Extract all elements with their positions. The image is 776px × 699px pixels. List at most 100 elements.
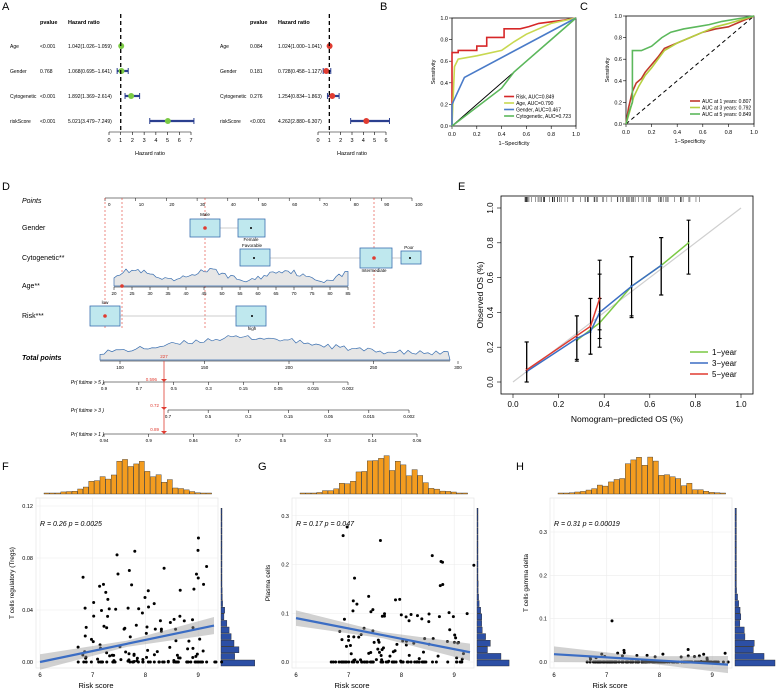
G-ytick-label: 0.2 [281, 563, 289, 569]
risk-point [103, 314, 107, 318]
roc_b-legend-label: Risk, AUC=0.849 [516, 95, 554, 101]
F-data-point [205, 565, 209, 569]
H-right-hist-bar [734, 560, 737, 568]
forest-xlabel: Hazard ratio [337, 151, 367, 157]
G-data-point [438, 584, 442, 588]
G-data-point [345, 525, 349, 529]
H-top-hist-bar [653, 460, 659, 495]
G-top-hist-bar [299, 492, 306, 495]
H-xtick-label: 7 [605, 673, 609, 679]
calibration-series-line [526, 298, 601, 371]
G-data-point [334, 660, 338, 664]
H-data-point [622, 648, 626, 652]
F-right-hist-bar [220, 527, 223, 535]
roc_b-series-line [451, 17, 577, 126]
total-tick-label: 300 [454, 365, 462, 370]
H-top-hist-bar [569, 492, 575, 495]
total-tick-label: 250 [370, 365, 378, 370]
points-tick-label: 20 [169, 202, 175, 207]
H-top-hist-bar [669, 476, 676, 495]
F-data-point [98, 643, 102, 647]
F-xtick-label: 7 [91, 673, 95, 679]
G-top-hist-bar [428, 488, 435, 495]
F-data-point [97, 660, 101, 664]
risk-label-low: low [102, 300, 110, 305]
forest-tick-label: 3 [350, 138, 353, 144]
F-data-point [84, 655, 88, 659]
G-data-point [378, 539, 382, 543]
G-top-hist-bar [316, 492, 323, 495]
F-data-point [178, 588, 182, 592]
F-top-hist-bar [49, 492, 55, 495]
G-ylabel: Plasma cells [265, 564, 272, 601]
G-right-hist-bar [476, 607, 481, 614]
F-right-hist-bar [220, 541, 223, 548]
G-data-point [413, 660, 417, 664]
panel-letter-F: F [2, 461, 9, 473]
F-data-point [124, 650, 128, 654]
F-right-hist-bar [220, 593, 223, 601]
G-top-hist-bar [378, 458, 384, 495]
gender-point [250, 227, 252, 229]
G-data-point [451, 615, 455, 619]
H-data-point [611, 660, 615, 664]
F-right-hist-bar [220, 574, 223, 581]
total-tick-label: 100 [116, 365, 124, 370]
calibration-ytick-label: 1.0 [486, 202, 495, 214]
H-ytick-label: 0.2 [539, 573, 547, 579]
panel-letter-C: C [580, 1, 588, 13]
F-data-point [168, 645, 172, 649]
H-data-point [653, 655, 657, 659]
forest-right-hr-header: Hazard ratio [278, 20, 310, 26]
points-tick-label: 40 [231, 202, 237, 207]
forest-row-label: Age [220, 44, 229, 50]
F-top-hist-bar [161, 481, 168, 495]
F-data-point [145, 655, 149, 659]
F-top-hist-bar [105, 478, 111, 495]
forest-tick-label: 7 [189, 138, 192, 144]
G-data-point [367, 594, 371, 598]
calibration-ytick-label: 0.4 [486, 306, 495, 318]
G-data-point [441, 560, 445, 564]
roc_b-legend-label: Gender, AUC=0.467 [516, 108, 561, 114]
roc_b-ytick-label: 1.0 [440, 16, 448, 22]
H-right-hist-bar [734, 587, 737, 594]
F-data-point [205, 660, 209, 664]
panel-letter-H: H [516, 461, 524, 473]
H-top-hist-bar [602, 485, 609, 495]
pr5-tick-label: 0.7 [136, 386, 143, 391]
forest-hr-point [128, 93, 135, 99]
H-top-hist-bar [720, 492, 726, 495]
H-xtick-label: 8 [658, 673, 662, 679]
F-data-point [172, 617, 176, 621]
G-data-point [461, 652, 465, 656]
H-data-point [620, 654, 624, 658]
H-annotation: R = 0.31 p = 0.00019 [554, 521, 620, 528]
G-data-point [345, 660, 349, 664]
forest-hr-point [329, 93, 336, 99]
G-data-point [393, 598, 397, 602]
H-data-point [636, 660, 640, 664]
H-top-hist-bar [686, 483, 693, 495]
H-data-point [686, 647, 690, 651]
G-right-hist-bar [476, 653, 502, 660]
G-data-point [395, 642, 399, 646]
pr3-tick-label: 0.015 [363, 414, 375, 419]
H-top-hist-bar [647, 456, 653, 495]
F-data-point [92, 614, 96, 618]
G-right-hist-bar [476, 626, 483, 634]
F-data-point [220, 660, 224, 664]
F-data-point [178, 656, 182, 660]
H-data-point [610, 619, 614, 623]
nomogram-row-label: Pr( futime > 3 ) [71, 408, 105, 414]
F-data-point [162, 566, 166, 570]
calibration-point: × [525, 368, 529, 374]
roc_b-ytick-label: 0.4 [440, 81, 448, 87]
H-top-hist-bar [625, 463, 631, 495]
roc_b-xlabel: 1−Specificity [498, 141, 529, 147]
F-data-point [189, 660, 193, 664]
F-annotation: R = 0.26 p = 0.0025 [40, 521, 102, 528]
G-data-point [379, 654, 383, 658]
F-data-point [194, 572, 198, 576]
forest-tick-label: 0 [107, 138, 110, 144]
